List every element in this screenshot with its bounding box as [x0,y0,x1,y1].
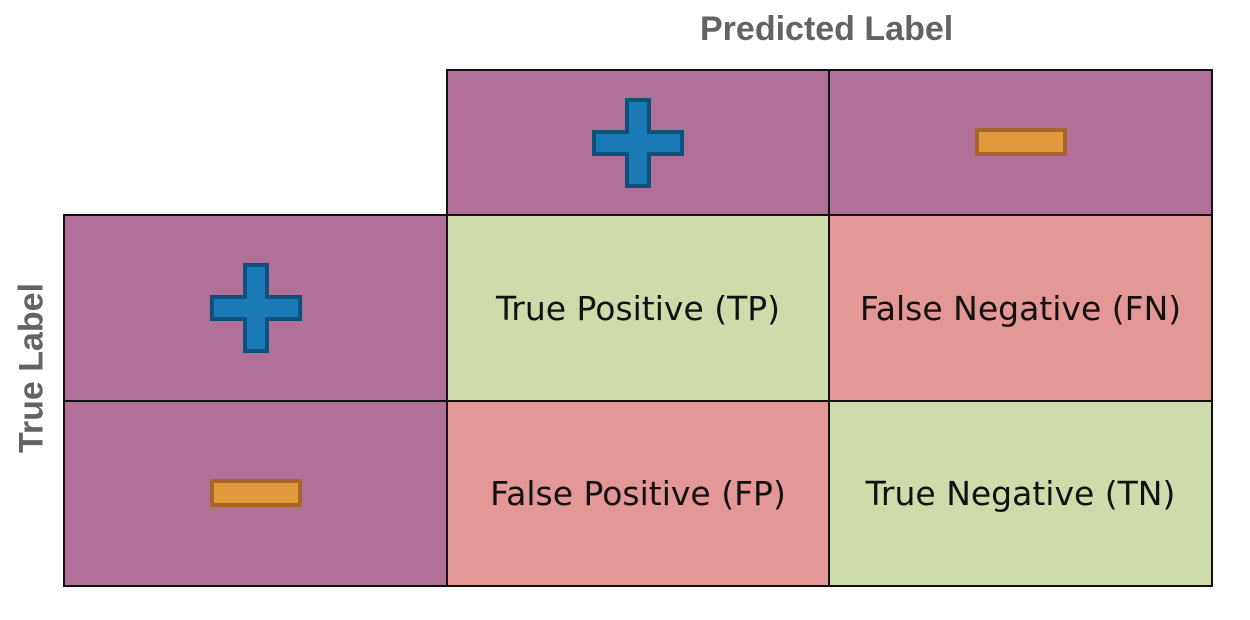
false-negative-label: False Negative (FN) [859,288,1182,328]
true-negative-cell: True Negative (TN) [828,400,1213,587]
true-positive-cell: True Positive (TP) [446,214,830,402]
plus-icon [209,263,302,353]
false-negative-cell: False Negative (FN) [828,214,1213,402]
true-positive-label: True Positive (TP) [495,288,781,328]
true-negative-label: True Negative (TN) [865,474,1176,513]
predicted-positive-header [446,69,830,216]
true-positive-header [63,214,448,402]
true-negative-header [63,400,448,587]
predicted-negative-header [828,69,1213,216]
predicted-label-title: Predicted Label [700,10,954,48]
true-label-title: True Label [12,282,51,454]
minus-icon [209,478,302,507]
false-positive-cell: False Positive (FP) [446,400,830,587]
minus-icon [974,127,1067,156]
false-positive-label: False Positive (FP) [490,474,786,513]
plus-icon [592,97,684,188]
